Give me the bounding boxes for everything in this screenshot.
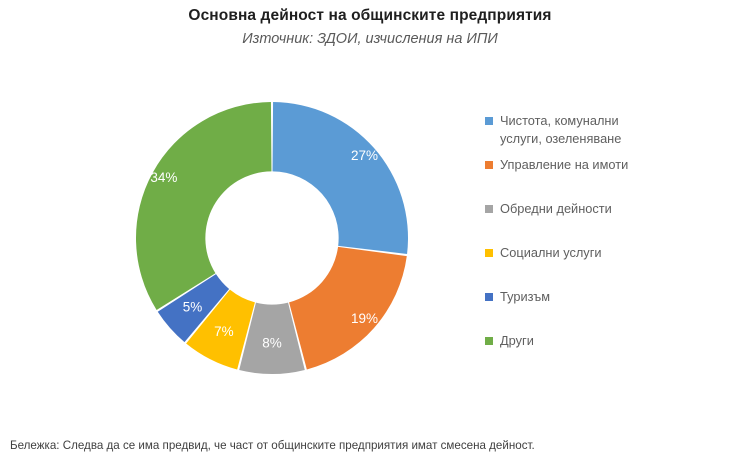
chart-legend: Чистота, комунални услуги, озеленяване Уп… (485, 112, 733, 376)
slice-data-label: 8% (262, 336, 282, 351)
slice-data-label: 19% (351, 311, 378, 326)
slice-data-label: 7% (214, 324, 234, 339)
legend-item[interactable]: Управление на имоти (485, 156, 733, 200)
donut-plot-area: 27% 19% 8% 7% 5% 34% (135, 101, 409, 375)
legend-item-label: Обредни дейности (500, 201, 612, 216)
chart-subtitle-source: Източник: ЗДОИ, изчисления на ИПИ (242, 31, 498, 47)
donut-slice-layer (136, 102, 408, 375)
legend-item[interactable]: Чистота, комунални услуги, озеленяване (485, 112, 733, 156)
chart-footnote: Бележка: Следва да се има предвид, че ча… (10, 439, 535, 452)
legend-color-swatch (485, 117, 493, 125)
donut-slice[interactable] (186, 289, 255, 370)
slice-data-label: 5% (183, 300, 203, 315)
slice-data-label: 34% (150, 170, 177, 185)
legend-item-label: Социални услуги (500, 245, 602, 260)
legend-color-swatch (485, 161, 493, 169)
slice-data-label: 27% (351, 148, 378, 163)
legend-color-swatch (485, 293, 493, 301)
legend-item[interactable]: Обредни дейности (485, 200, 733, 244)
legend-color-swatch (485, 337, 493, 345)
legend-item-label: Туризъм (500, 289, 551, 304)
donut-label-layer: 27% 19% 8% 7% 5% 34% (150, 148, 378, 351)
donut-slice[interactable] (289, 246, 407, 370)
chart-title-block: Основна дейност на общинските предприяти… (0, 6, 740, 50)
legend-item[interactable]: Социални услуги (485, 244, 733, 288)
legend-item-label: Други (500, 333, 534, 348)
legend-color-swatch (485, 205, 493, 213)
chart-title: Основна дейност на общинските предприяти… (188, 7, 552, 24)
legend-item[interactable]: Други (485, 332, 733, 376)
donut-slice[interactable] (157, 274, 230, 343)
legend-item-label: Чистота, комунални услуги, озеленяване (500, 113, 622, 146)
donut-slice[interactable] (239, 302, 305, 375)
legend-color-swatch (485, 249, 493, 257)
legend-item-label: Управление на имоти (500, 157, 629, 172)
donut-slice[interactable] (136, 102, 272, 310)
donut-svg: 27% 19% 8% 7% 5% 34% (136, 102, 408, 375)
donut-slice[interactable] (272, 102, 408, 254)
legend-item[interactable]: Туризъм (485, 288, 733, 332)
